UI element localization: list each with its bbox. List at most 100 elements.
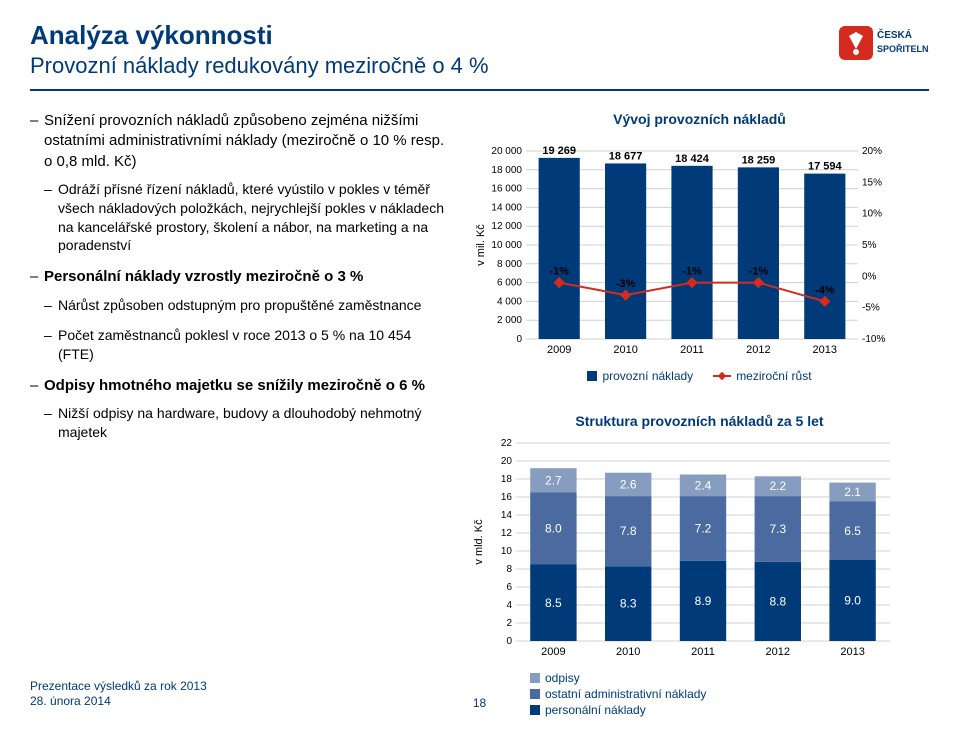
- svg-text:2012: 2012: [766, 646, 790, 658]
- bullet-2-text: Personální náklady vzrostly meziročně o …: [44, 268, 363, 285]
- legend-line-swatch: [713, 371, 731, 381]
- svg-text:-4%: -4%: [815, 284, 835, 296]
- legend-bar-swatch: [587, 371, 597, 381]
- title-divider: [30, 89, 929, 91]
- logo-svg: ČESKÁ SPOŘITELNA: [839, 20, 929, 64]
- svg-text:9.0: 9.0: [844, 594, 861, 608]
- bullet-2-2: Počet zaměstnanců poklesl v roce 2013 o …: [44, 326, 450, 364]
- svg-text:6.5: 6.5: [844, 524, 861, 538]
- svg-text:0%: 0%: [862, 271, 877, 282]
- bullet-1-text: Snížení provozních nákladů způsobeno zej…: [44, 112, 444, 170]
- chart2-wrap: Struktura provozních nákladů za 5 let 02…: [470, 413, 929, 717]
- svg-text:2 000: 2 000: [497, 315, 522, 326]
- footer: Prezentace výsledků za rok 2013 28. únor…: [30, 679, 929, 710]
- svg-text:12: 12: [501, 528, 513, 539]
- bullet-3-1-text: Nižší odpisy na hardware, budovy a dlouh…: [58, 405, 421, 440]
- svg-text:18 424: 18 424: [675, 153, 710, 165]
- svg-text:19 269: 19 269: [542, 145, 576, 157]
- svg-text:15%: 15%: [862, 177, 882, 188]
- svg-text:18 259: 18 259: [742, 154, 776, 166]
- svg-text:10 000: 10 000: [491, 240, 522, 251]
- slide: Analýza výkonnosti Provozní náklady redu…: [0, 0, 959, 728]
- svg-text:8.9: 8.9: [695, 594, 712, 608]
- legend-line-label: meziroční růst: [736, 369, 811, 383]
- chart1-title: Vývoj provozních nákladů: [470, 111, 929, 127]
- chart2-svg: 0246810121416182022v mld. Kč8.58.02.7200…: [470, 435, 900, 665]
- svg-text:4 000: 4 000: [497, 296, 522, 307]
- svg-text:-1%: -1%: [749, 266, 769, 278]
- bullet-1-1-text: Odráží přísné řízení nákladů, které vyús…: [58, 181, 444, 254]
- svg-text:-10%: -10%: [862, 334, 885, 345]
- page-subtitle: Provozní náklady redukovány meziročně o …: [30, 53, 839, 79]
- chart1-wrap: Vývoj provozních nákladů 0 2 000 4 000 6 00…: [470, 111, 929, 383]
- svg-text:2.2: 2.2: [769, 479, 786, 493]
- svg-text:10%: 10%: [862, 209, 882, 220]
- svg-text:7.8: 7.8: [620, 524, 637, 538]
- svg-text:-5%: -5%: [862, 303, 880, 314]
- logo-dot-icon: [853, 49, 859, 55]
- svg-text:8.3: 8.3: [620, 597, 637, 611]
- right-column: Vývoj provozních nákladů 02 0004 0006 00…: [470, 111, 929, 747]
- svg-text:5%: 5%: [862, 240, 877, 251]
- svg-text:2013: 2013: [840, 646, 864, 658]
- svg-text:2.4: 2.4: [695, 478, 712, 492]
- bullet-1: Snížení provozních nákladů způsobeno zej…: [30, 111, 450, 255]
- svg-text:14: 14: [501, 510, 513, 521]
- header: Analýza výkonnosti Provozní náklady redu…: [30, 20, 929, 79]
- bullet-list: Snížení provozních nákladů způsobeno zej…: [30, 111, 450, 442]
- page-title: Analýza výkonnosti: [30, 20, 839, 51]
- svg-text:12 000: 12 000: [491, 221, 522, 232]
- svg-text:2: 2: [506, 618, 512, 629]
- bullet-3: Odpisy hmotného majetku se snížily mezir…: [30, 376, 450, 442]
- logo-text-bottom: SPOŘITELNA: [877, 43, 929, 54]
- left-column: Snížení provozních nákladů způsobeno zej…: [30, 111, 450, 747]
- svg-text:2012: 2012: [746, 344, 770, 356]
- svg-text:2.1: 2.1: [844, 485, 861, 499]
- bullet-2-1-text: Nárůst způsoben odstupným pro propuštěné…: [58, 297, 421, 313]
- svg-text:16 000: 16 000: [491, 184, 522, 195]
- footer-line1: Prezentace výsledků za rok 2013: [30, 679, 207, 695]
- svg-text:6 000: 6 000: [497, 278, 522, 289]
- svg-text:-3%: -3%: [616, 278, 636, 290]
- content: Snížení provozních nákladů způsobeno zej…: [30, 111, 929, 747]
- svg-text:2009: 2009: [547, 344, 571, 356]
- svg-text:4: 4: [506, 600, 512, 611]
- svg-text:8 000: 8 000: [497, 259, 522, 270]
- legend-bar: provozní náklady: [587, 369, 693, 383]
- svg-text:8.8: 8.8: [769, 594, 786, 608]
- svg-text:0: 0: [506, 636, 512, 647]
- titles: Analýza výkonnosti Provozní náklady redu…: [30, 20, 839, 79]
- svg-text:0: 0: [516, 334, 522, 345]
- chart1-legend: provozní náklady meziroční růst: [470, 369, 929, 383]
- bullet-2-1: Nárůst způsoben odstupným pro propuštěné…: [44, 296, 450, 315]
- svg-text:20 000: 20 000: [491, 146, 522, 157]
- svg-text:10: 10: [501, 546, 513, 557]
- svg-text:14 000: 14 000: [491, 202, 522, 213]
- svg-text:2.6: 2.6: [620, 477, 637, 491]
- chart1-svg: 0 2 000 4 000 6 000 8 000 10 000 12 000 14 000 1…: [470, 133, 900, 363]
- svg-text:18 677: 18 677: [609, 150, 643, 162]
- bullet-1-1: Odráží přísné řízení nákladů, které vyús…: [44, 180, 450, 256]
- svg-text:-1%: -1%: [549, 266, 569, 278]
- svg-text:2011: 2011: [691, 646, 715, 658]
- svg-text:7.3: 7.3: [769, 522, 786, 536]
- svg-text:22: 22: [501, 438, 513, 449]
- logo-text-top: ČESKÁ: [877, 28, 912, 41]
- bullet-3-1: Nižší odpisy na hardware, budovy a dlouh…: [44, 404, 450, 442]
- svg-text:20%: 20%: [862, 146, 882, 157]
- legend-line: meziroční růst: [713, 369, 811, 383]
- svg-text:6: 6: [506, 582, 512, 593]
- svg-text:2013: 2013: [813, 344, 837, 356]
- svg-text:2010: 2010: [613, 344, 637, 356]
- svg-text:20: 20: [501, 456, 513, 467]
- page-number: 18: [473, 696, 486, 710]
- bullet-2-2-text: Počet zaměstnanců poklesl v roce 2013 o …: [58, 327, 411, 362]
- svg-text:8.0: 8.0: [545, 522, 562, 536]
- svg-text:2009: 2009: [541, 646, 565, 658]
- svg-text:2.7: 2.7: [545, 473, 562, 487]
- svg-text:v mil. Kč: v mil. Kč: [475, 224, 487, 266]
- bullet-3-text: Odpisy hmotného majetku se snížily mezir…: [44, 377, 425, 394]
- svg-text:8.5: 8.5: [545, 596, 562, 610]
- svg-text:-1%: -1%: [682, 266, 702, 278]
- svg-text:2010: 2010: [616, 646, 640, 658]
